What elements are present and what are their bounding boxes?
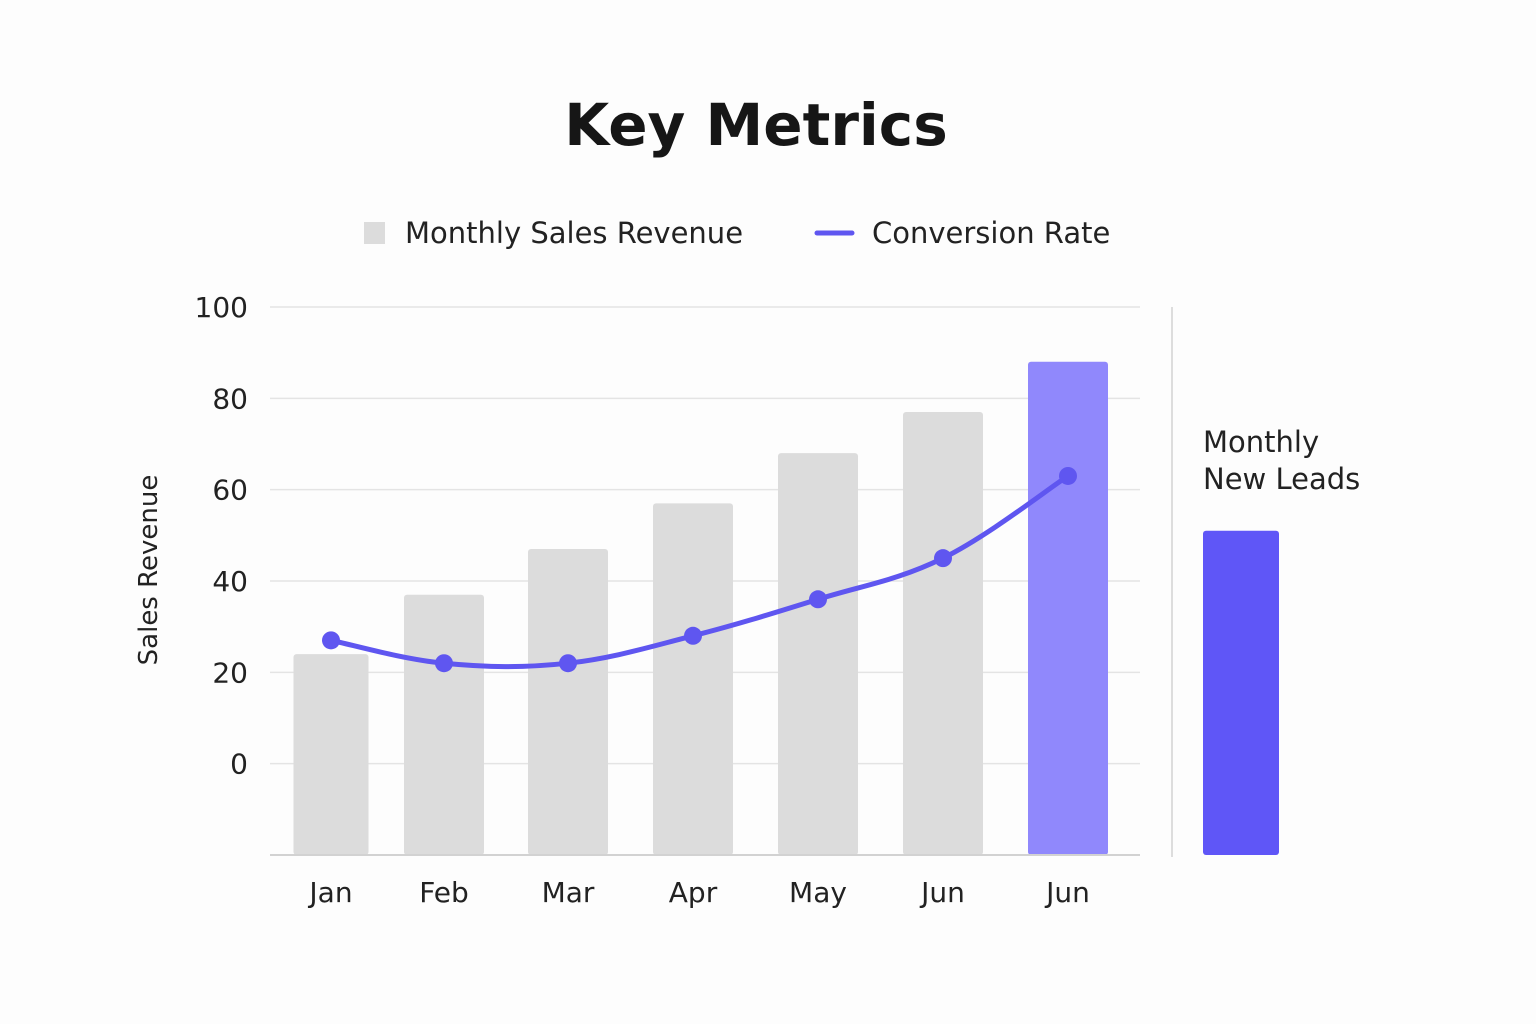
x-tick-label-jun-6: Jun [1044, 876, 1090, 909]
y-tick-label-80: 80 [212, 382, 248, 415]
legend-label-sales-revenue: Monthly Sales Revenue [405, 216, 743, 250]
bar-may-4 [778, 453, 858, 855]
bars [293, 361, 1108, 855]
y-tick-label-100: 100 [195, 291, 248, 324]
conversion-rate-point-3 [684, 626, 702, 645]
chart-title: Key Metrics [564, 91, 947, 159]
bar-apr-3 [653, 503, 733, 855]
conversion-rate-point-1 [435, 654, 453, 673]
y-tick-label-40: 40 [212, 565, 248, 598]
x-tick-label-apr-3: Apr [669, 876, 718, 909]
legend: Monthly Sales Revenue Conversion Rate [364, 216, 1110, 250]
side-panel-label: Monthly New Leads [1203, 425, 1360, 496]
bar-jan-0 [293, 654, 369, 855]
x-tick-label-jan-0: Jan [307, 876, 352, 909]
side-panel-bar-new-leads [1203, 530, 1279, 855]
x-tick-label-feb-1: Feb [419, 876, 469, 909]
conversion-rate-point-4 [809, 590, 827, 609]
y-axis-label: Sales Revenue [134, 475, 164, 666]
x-axis-ticks: Jan Feb Mar Apr May Jun Jun [307, 876, 1089, 909]
conversion-rate-point-2 [559, 654, 577, 673]
conversion-rate-point-5 [934, 549, 952, 568]
side-panel-label-line-1: Monthly [1203, 425, 1319, 459]
conversion-rate-point-6 [1059, 466, 1077, 485]
conversion-rate-point-0 [322, 631, 340, 650]
y-tick-label-60: 60 [212, 474, 248, 507]
x-tick-label-jun-5: Jun [919, 876, 965, 909]
y-tick-label-20: 20 [212, 656, 248, 689]
side-panel-bars [1203, 530, 1279, 855]
bar-feb-1 [404, 594, 484, 855]
bar-jun-5 [903, 412, 983, 855]
x-tick-label-mar-2: Mar [542, 876, 595, 909]
y-tick-label-0: 0 [230, 748, 248, 781]
bar-mar-2 [528, 549, 608, 855]
y-axis-ticks: 100 80 60 40 20 0 [195, 291, 248, 781]
legend-label-conversion-rate: Conversion Rate [872, 216, 1110, 250]
side-panel-label-line-2: New Leads [1203, 462, 1360, 496]
x-tick-label-may-4: May [789, 876, 847, 909]
conversion-rate-series [322, 466, 1077, 673]
legend-swatch-sales-revenue [364, 222, 385, 244]
bar-jun-6 [1028, 361, 1108, 855]
